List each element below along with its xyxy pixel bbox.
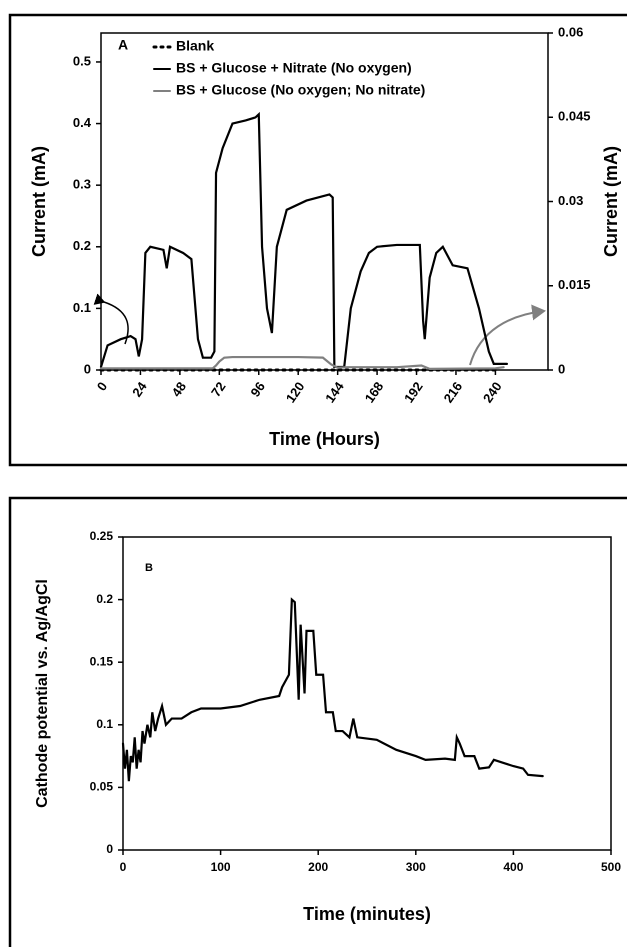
y-tick-label: 0.5: [73, 53, 91, 68]
x-tick-label: 400: [503, 860, 523, 874]
legend-label: BS + Glucose (No oxygen; No nitrate): [176, 82, 425, 98]
panel-label: B: [145, 562, 153, 574]
plot-frame: [122, 536, 612, 851]
x-tick-label: 120: [283, 379, 308, 405]
y-tick-label: 0.1: [96, 717, 113, 731]
x-tick-label: 192: [401, 379, 426, 405]
y2-tick-label: 0.045: [558, 109, 591, 124]
x-tick-label: 48: [169, 379, 190, 399]
x-tick-label: 216: [441, 379, 466, 405]
y2-axis-label: Current (mA): [601, 146, 621, 257]
x-tick-label: 144: [322, 378, 347, 405]
y-tick-label: 0.2: [96, 592, 113, 606]
series-line: [99, 111, 509, 369]
panel-frame: [8, 496, 627, 947]
y-tick-label: 0.1: [73, 300, 91, 315]
y-tick-label: 0.3: [73, 177, 91, 192]
x-tick-label: 96: [247, 379, 268, 399]
x-tick-label: 100: [211, 860, 231, 874]
x-tick-label: 168: [362, 379, 387, 405]
x-tick-label: 0: [120, 860, 127, 874]
y-tick-label: 0: [106, 842, 113, 856]
x-tick-label: 72: [208, 379, 229, 399]
y-axis-label: Cathode potential vs. Ag/AgCl: [34, 579, 51, 808]
series-line: [99, 355, 505, 370]
annotation-arrow: [93, 293, 129, 345]
y-tick-label: 0.25: [90, 529, 114, 543]
y2-tick-label: 0.06: [558, 24, 583, 39]
y-tick-label: 0.05: [90, 780, 114, 794]
panel-label: A: [118, 37, 128, 53]
annotation-arrow: [469, 304, 546, 366]
x-tick-label: 300: [406, 860, 426, 874]
panel-frame: [8, 13, 627, 467]
x-tick-label: 24: [129, 378, 150, 399]
y-axis-label: Current (mA): [29, 146, 49, 257]
x-tick-label: 500: [601, 860, 621, 874]
y-tick-label: 0.4: [73, 115, 92, 130]
legend-label: BS + Glucose + Nitrate (No oxygen): [176, 60, 412, 76]
y-tick-label: 0: [84, 361, 91, 376]
x-axis-label: Time (minutes): [303, 904, 431, 924]
series-line: [121, 597, 544, 782]
y-tick-label: 0.15: [90, 654, 114, 668]
x-axis-label: Time (Hours): [269, 429, 380, 449]
y2-tick-label: 0: [558, 361, 565, 376]
y2-tick-label: 0.015: [558, 277, 591, 292]
x-tick-label: 0: [94, 379, 110, 394]
x-tick-label: 200: [308, 860, 328, 874]
y2-tick-label: 0.03: [558, 193, 583, 208]
x-tick-label: 240: [480, 379, 505, 405]
legend-label: Blank: [176, 38, 214, 54]
y-tick-label: 0.2: [73, 238, 91, 253]
